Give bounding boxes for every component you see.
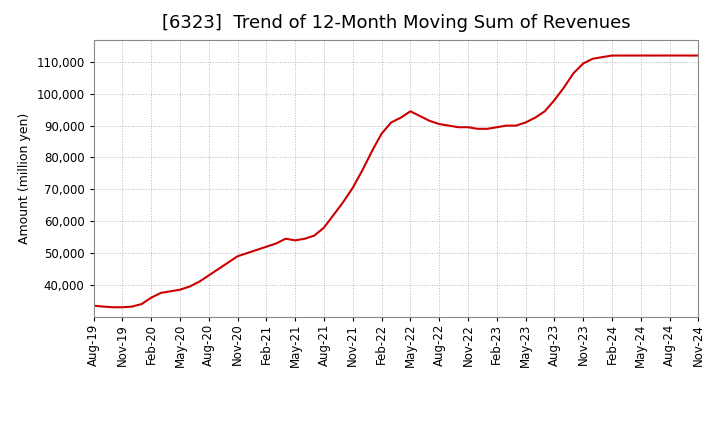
Y-axis label: Amount (million yen): Amount (million yen) [18, 113, 31, 244]
Title: [6323]  Trend of 12-Month Moving Sum of Revenues: [6323] Trend of 12-Month Moving Sum of R… [162, 15, 630, 33]
